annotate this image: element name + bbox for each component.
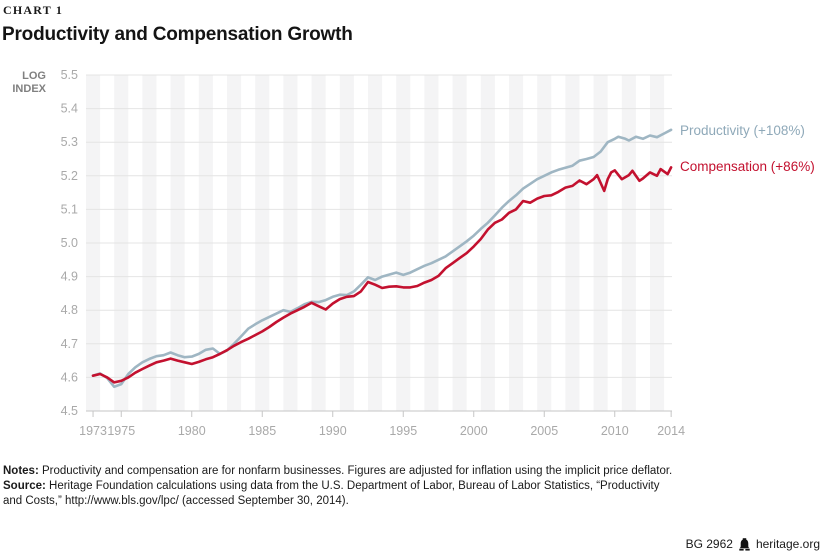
x-tick-label: 2010 <box>601 424 629 438</box>
page-title: Productivity and Compensation Growth <box>2 24 353 45</box>
y-tick-label: 4.8 <box>61 303 78 317</box>
y-axis-unit-label: LOG INDEX <box>0 70 46 96</box>
compensation-line <box>91 166 673 384</box>
x-tick-label: 2000 <box>460 424 488 438</box>
heritage-bell-icon <box>738 537 751 551</box>
x-tick-label: 2005 <box>530 424 558 438</box>
y-tick-label: 5.2 <box>61 169 78 183</box>
y-tick-label: 5.0 <box>61 236 78 250</box>
y-tick-label: 5.4 <box>61 102 78 116</box>
source-line-1: Source: Heritage Foundation calculations… <box>3 479 793 494</box>
notes-and-source: Notes: Productivity and compensation are… <box>3 464 793 509</box>
x-tick-label: 1973 <box>79 424 107 438</box>
source-text-1: Heritage Foundation calculations using d… <box>49 480 660 492</box>
y-axis-unit-line1: LOG <box>22 70 46 82</box>
x-tick-label: 1990 <box>319 424 347 438</box>
productivity-series-label: Productivity (+108%) <box>680 123 805 138</box>
x-tick-label: 1980 <box>178 424 206 438</box>
productivity-line <box>91 128 673 389</box>
y-tick-label: 5.3 <box>61 135 78 149</box>
x-tick-label: 1995 <box>389 424 417 438</box>
site-name: heritage.org <box>755 537 820 551</box>
document-id: BG 2962 <box>685 537 733 551</box>
footer: BG 2962 heritage.org <box>686 537 820 551</box>
y-tick-label: 4.7 <box>61 337 78 351</box>
notes-line: Notes: Productivity and compensation are… <box>3 464 793 479</box>
y-tick-label: 4.9 <box>61 270 78 284</box>
source-line-2: and Costs,” http://www.bls.gov/lpc/ (acc… <box>3 494 793 509</box>
notes-label: Notes: <box>3 465 39 477</box>
x-tick-label: 1985 <box>248 424 276 438</box>
chart-number-label: CHART 1 <box>3 3 64 17</box>
y-tick-label: 5.1 <box>61 202 78 216</box>
x-tick-label: 2014 <box>657 424 685 438</box>
notes-text: Productivity and compensation are for no… <box>41 465 673 477</box>
source-text-2: and Costs,” http://www.bls.gov/lpc/ (acc… <box>3 495 349 507</box>
y-axis-unit-line2: INDEX <box>12 83 46 95</box>
y-tick-label: 4.6 <box>61 370 78 384</box>
y-tick-label: 4.5 <box>61 404 78 418</box>
y-tick-label: 5.5 <box>61 68 78 82</box>
x-tick-label: 1975 <box>107 424 135 438</box>
compensation-series-label: Compensation (+86%) <box>680 159 815 174</box>
source-label: Source: <box>3 480 46 492</box>
